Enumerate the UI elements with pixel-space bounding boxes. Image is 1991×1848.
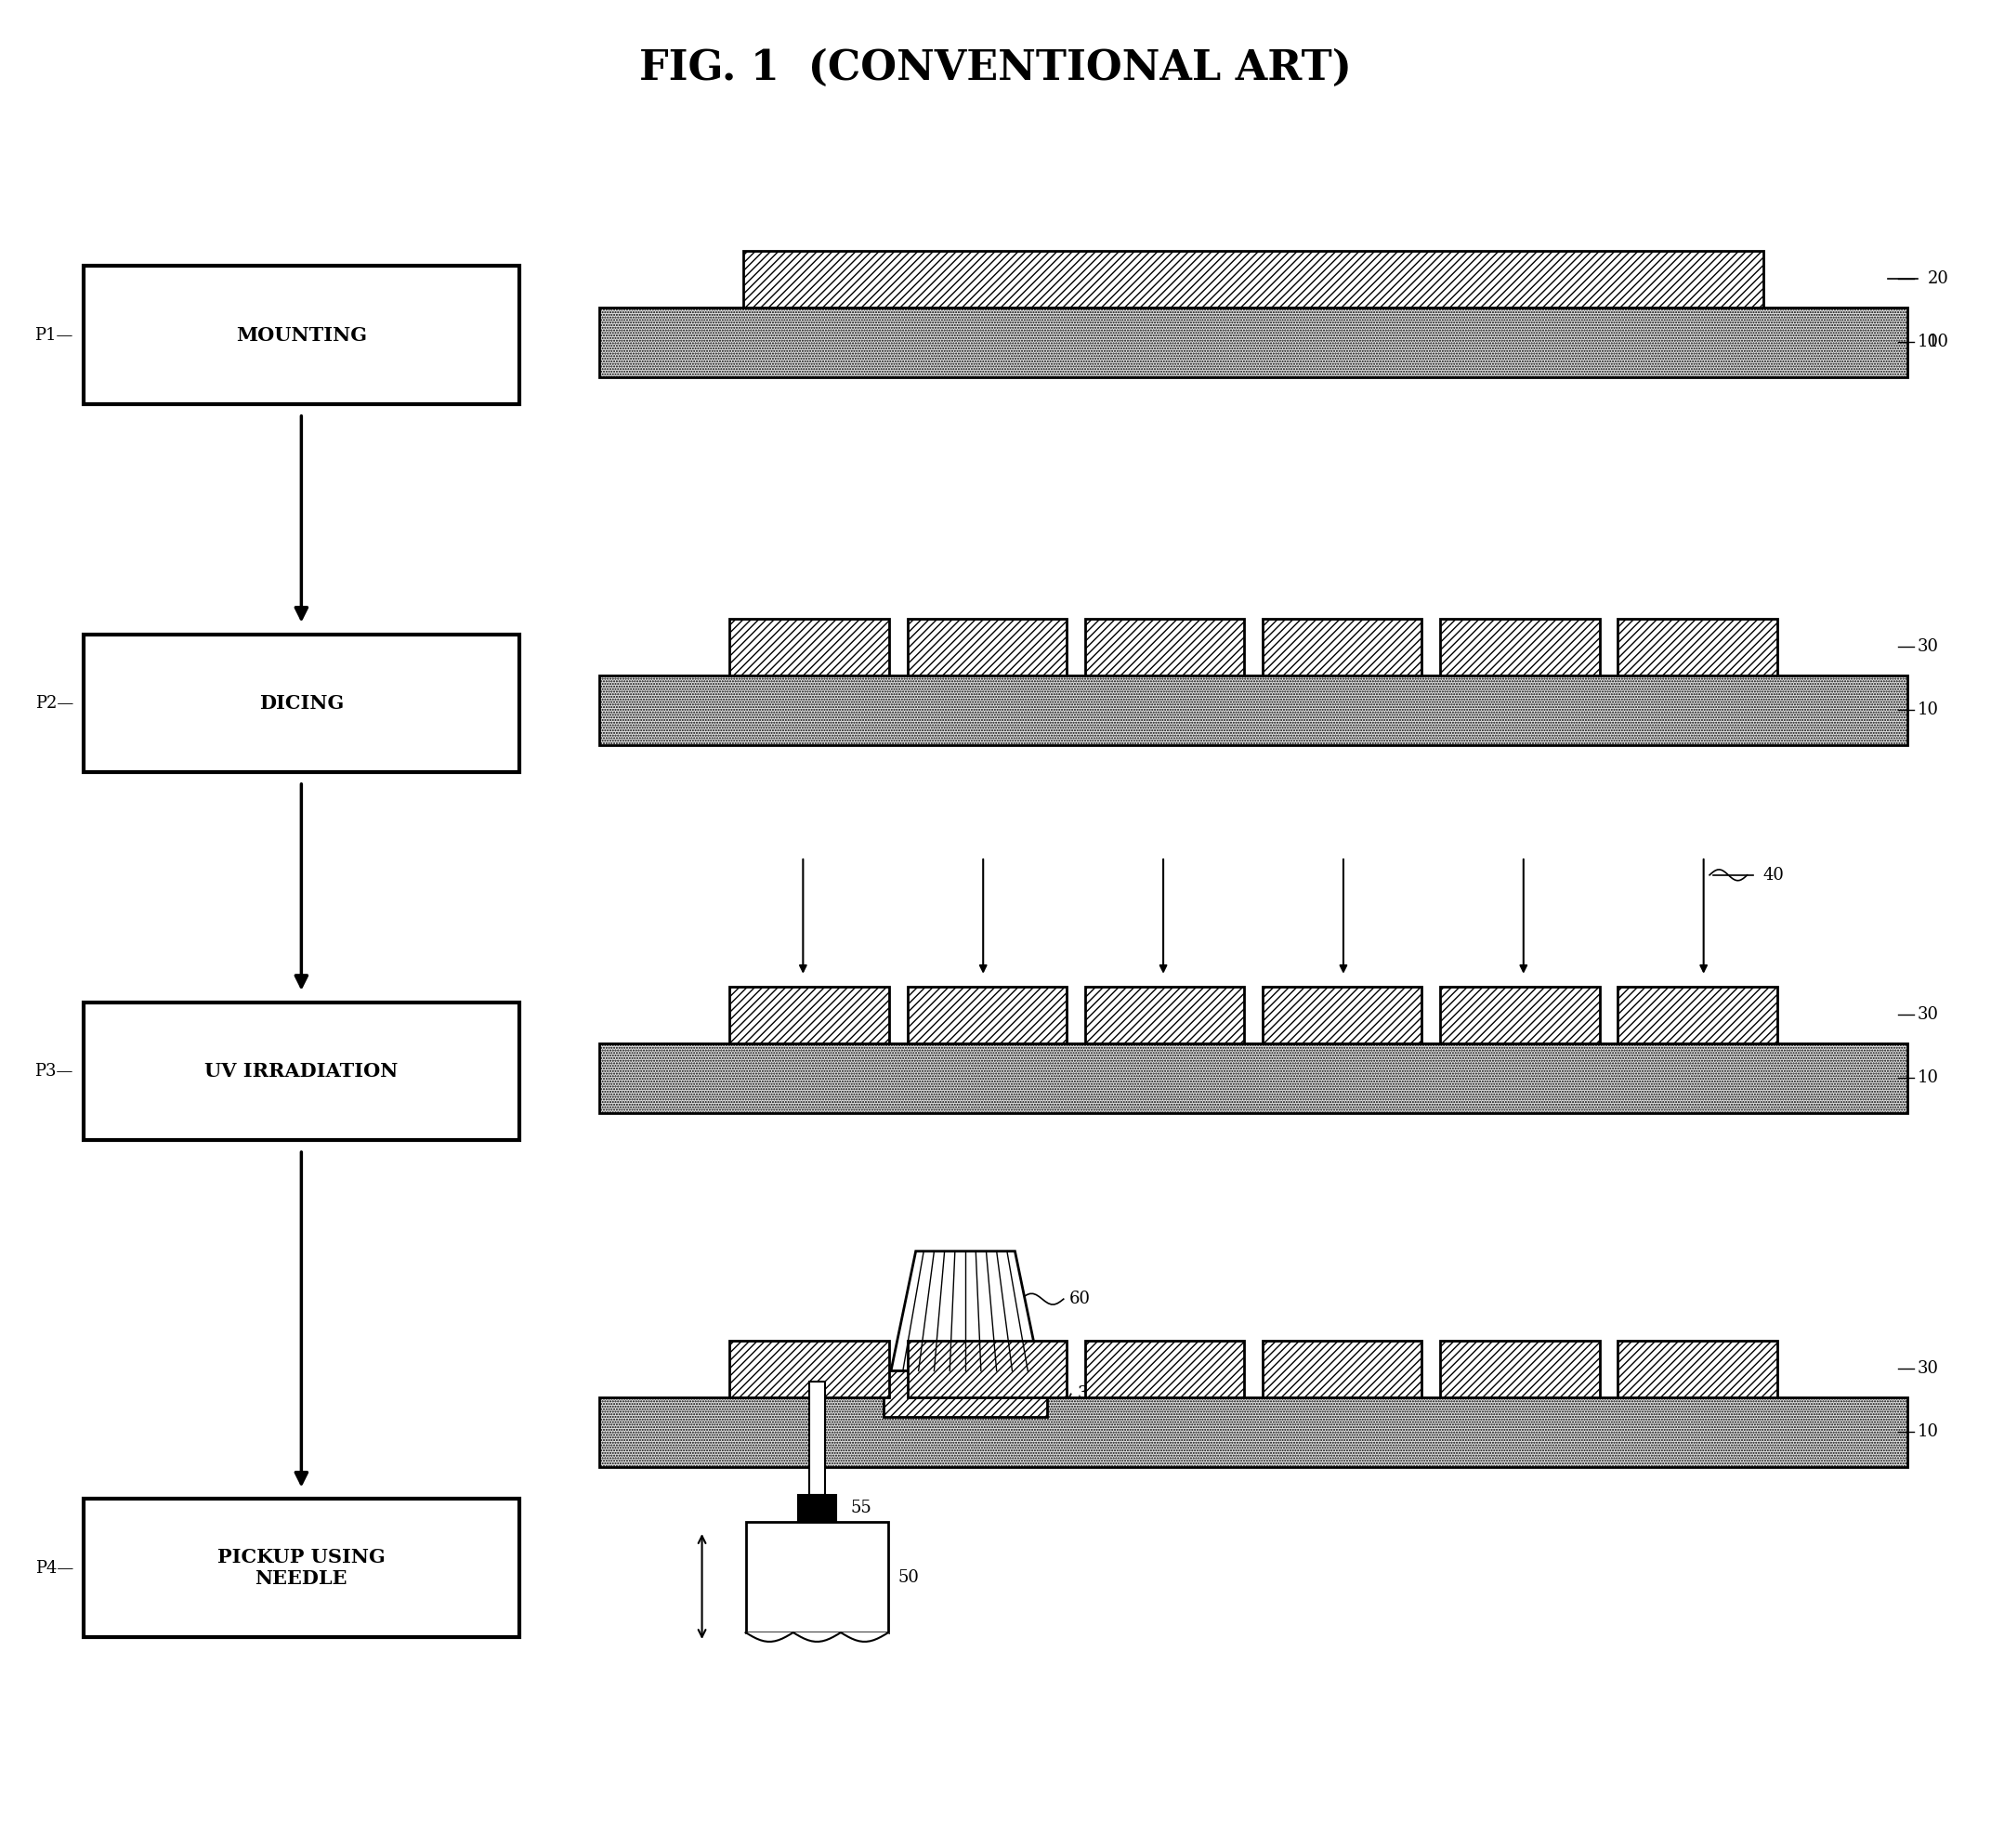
Text: 20: 20 <box>1927 270 1949 286</box>
Text: P4—: P4— <box>36 1560 74 1576</box>
Polygon shape <box>892 1251 1039 1371</box>
Bar <box>1439 987 1599 1044</box>
Bar <box>745 1523 888 1632</box>
Bar <box>599 1397 1907 1467</box>
Bar <box>908 987 1067 1044</box>
Bar <box>1262 987 1422 1044</box>
Bar <box>884 1371 1047 1417</box>
Text: MOUNTING: MOUNTING <box>235 325 366 344</box>
Bar <box>1085 987 1244 1044</box>
Bar <box>84 634 520 772</box>
Text: 10: 10 <box>1917 1423 1939 1440</box>
Bar <box>908 619 1067 675</box>
Text: P2—: P2— <box>36 695 74 711</box>
Bar <box>599 307 1907 377</box>
Text: P1—: P1— <box>36 327 74 344</box>
Bar <box>731 1340 890 1397</box>
Bar <box>1085 1340 1244 1397</box>
Text: FIG. 1  (CONVENTIONAL ART): FIG. 1 (CONVENTIONAL ART) <box>639 48 1352 89</box>
Text: PICKUP USING
NEEDLE: PICKUP USING NEEDLE <box>217 1549 386 1587</box>
Text: P3—: P3— <box>36 1063 74 1079</box>
Bar <box>599 675 1907 745</box>
Bar <box>84 266 520 405</box>
Bar <box>1085 619 1244 675</box>
Text: 40: 40 <box>1764 867 1784 883</box>
Text: 30: 30 <box>1917 639 1939 656</box>
Bar <box>84 1002 520 1140</box>
Text: 30: 30 <box>1917 1360 1939 1377</box>
Text: DICING: DICING <box>259 693 344 713</box>
Bar <box>731 619 890 675</box>
Bar <box>908 1340 1067 1397</box>
Bar <box>808 1382 824 1495</box>
Bar <box>743 251 1764 307</box>
Text: 10: 10 <box>1917 334 1939 351</box>
Bar <box>1617 1340 1776 1397</box>
Bar <box>798 1495 836 1523</box>
Text: 60: 60 <box>1069 1290 1091 1307</box>
Bar <box>1439 1340 1599 1397</box>
Text: 10: 10 <box>1917 1070 1939 1087</box>
Text: 50: 50 <box>898 1569 920 1586</box>
Text: UV IRRADIATION: UV IRRADIATION <box>205 1063 398 1081</box>
Text: 55: 55 <box>850 1501 872 1517</box>
Bar <box>1439 619 1599 675</box>
Text: 30: 30 <box>1077 1386 1099 1403</box>
Text: 10: 10 <box>1927 334 1949 351</box>
Bar <box>1262 1340 1422 1397</box>
Bar <box>599 1044 1907 1112</box>
Bar <box>1617 619 1776 675</box>
Bar <box>1617 987 1776 1044</box>
Bar <box>84 1499 520 1637</box>
Bar <box>731 987 890 1044</box>
Bar <box>1262 619 1422 675</box>
Text: 10: 10 <box>1917 702 1939 719</box>
Text: 30: 30 <box>1917 1007 1939 1024</box>
